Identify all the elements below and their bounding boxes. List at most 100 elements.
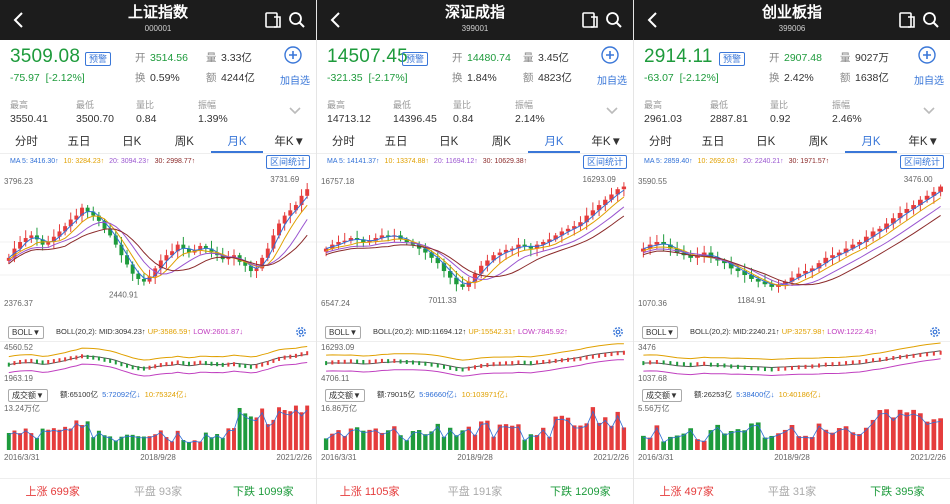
range-stats-button[interactable]: 区间统计 bbox=[265, 155, 310, 169]
range-stats-button[interactable]: 区间统计 bbox=[582, 155, 627, 169]
boll-bar bbox=[109, 358, 112, 363]
volume-chart[interactable]: 16.86万亿 2016/3/31 2018/9/28 2021/2/26 bbox=[317, 402, 633, 462]
boll-chart[interactable]: 3476 1037.68 bbox=[634, 341, 950, 383]
alert-button[interactable]: 预警 bbox=[85, 52, 112, 66]
tab-2[interactable]: 日K bbox=[439, 136, 459, 148]
tab-2[interactable]: 日K bbox=[122, 136, 142, 148]
candle-body bbox=[803, 271, 808, 274]
volume-bar bbox=[29, 433, 34, 450]
add-watchlist-icon[interactable] bbox=[601, 46, 619, 64]
tab-0[interactable]: 分时 bbox=[14, 136, 38, 148]
add-watchlist-label[interactable]: 加自选 bbox=[914, 76, 944, 87]
tab-5[interactable]: 年K▼ bbox=[274, 136, 305, 148]
tab-3[interactable]: 周K bbox=[174, 136, 194, 148]
search-icon[interactable] bbox=[288, 11, 306, 29]
tab-3[interactable]: 周K bbox=[491, 136, 511, 148]
index-code: 000001 bbox=[144, 24, 172, 33]
volume-bar bbox=[590, 407, 596, 450]
volume-bar bbox=[46, 429, 51, 450]
volume-bar bbox=[823, 429, 829, 450]
volume-bar bbox=[164, 437, 169, 450]
candle-body bbox=[102, 220, 107, 229]
chevron-down-icon[interactable] bbox=[288, 106, 302, 116]
volume-bar bbox=[85, 421, 90, 450]
tab-5[interactable]: 年K▼ bbox=[591, 136, 622, 148]
gear-icon[interactable] bbox=[611, 325, 625, 339]
ma-value: 10: 2692.03↑ bbox=[697, 158, 739, 165]
volume-bar bbox=[125, 434, 130, 450]
volume-bar bbox=[63, 426, 68, 450]
alert-button[interactable]: 预警 bbox=[719, 52, 746, 66]
candle-body bbox=[299, 195, 304, 206]
chevron-down-icon[interactable] bbox=[605, 106, 619, 116]
volume-select[interactable]: 成交额▼ bbox=[642, 389, 682, 402]
boll-bar bbox=[736, 364, 739, 369]
add-watchlist-icon[interactable] bbox=[284, 46, 302, 64]
volume-bar bbox=[911, 409, 916, 450]
indicator-select[interactable]: BOLL▼ bbox=[642, 326, 679, 339]
volume-chart[interactable]: 5.56万亿 2016/3/31 2018/9/28 2021/2/26 bbox=[634, 402, 950, 462]
volume-bar bbox=[385, 430, 391, 450]
amount-value: 1638亿 bbox=[855, 72, 889, 84]
tab-4[interactable]: 月K bbox=[527, 132, 581, 153]
add-watchlist-label[interactable]: 加自选 bbox=[597, 76, 627, 87]
search-icon[interactable] bbox=[605, 11, 623, 29]
volume-bar bbox=[186, 441, 191, 450]
tab-2[interactable]: 日K bbox=[756, 136, 776, 148]
indicator-select[interactable]: BOLL▼ bbox=[8, 326, 45, 339]
search-icon[interactable] bbox=[922, 11, 940, 29]
gear-icon[interactable] bbox=[928, 325, 942, 339]
tab-0[interactable]: 分时 bbox=[331, 136, 355, 148]
volume-bar bbox=[769, 435, 775, 450]
candlestick-chart[interactable]: 3796.23 2376.37 3731.69 2440.91 bbox=[0, 170, 316, 318]
boll-band-line bbox=[326, 343, 624, 361]
tab-4[interactable]: 月K bbox=[210, 132, 264, 153]
add-watchlist-label[interactable]: 加自选 bbox=[280, 76, 310, 87]
back-arrow-icon[interactable] bbox=[327, 10, 345, 30]
boll-bar bbox=[7, 362, 10, 367]
tab-1[interactable]: 五日 bbox=[384, 136, 408, 148]
chevron-down-icon[interactable] bbox=[922, 106, 936, 116]
tab-5[interactable]: 年K▼ bbox=[908, 136, 939, 148]
boll-chart[interactable]: 16293.09 4706.11 bbox=[317, 341, 633, 383]
tab-3[interactable]: 周K bbox=[808, 136, 828, 148]
candle-body bbox=[769, 284, 775, 287]
indicator-select[interactable]: BOLL▼ bbox=[325, 326, 362, 339]
candle-body bbox=[136, 273, 141, 279]
candlestick-chart[interactable]: 3590.55 1070.36 3476.00 1184.91 bbox=[634, 170, 950, 318]
document-icon[interactable] bbox=[898, 11, 916, 29]
back-arrow-icon[interactable] bbox=[644, 10, 662, 30]
tab-4[interactable]: 月K bbox=[844, 132, 898, 153]
volume-chart[interactable]: 13.24万亿 2016/3/31 2018/9/28 2021/2/26 bbox=[0, 402, 316, 462]
boll-bar bbox=[289, 354, 292, 359]
boll-chart[interactable]: 4560.52 1963.19 bbox=[0, 341, 316, 383]
ma-line bbox=[325, 206, 625, 281]
add-watchlist-icon[interactable] bbox=[918, 46, 936, 64]
boll-bar bbox=[682, 362, 685, 367]
candle-body bbox=[29, 235, 34, 239]
tab-0[interactable]: 分时 bbox=[648, 136, 672, 148]
boll-values: BOLL(20,2): MID:2240.21↑ UP:3257.98↑ LOW… bbox=[690, 327, 878, 336]
boll-bar bbox=[851, 360, 854, 365]
candle-body bbox=[119, 244, 124, 256]
volume-bar bbox=[708, 430, 714, 450]
back-arrow-icon[interactable] bbox=[10, 10, 28, 30]
candlestick-chart[interactable]: 16757.18 6547.24 16293.09 7011.33 bbox=[317, 170, 633, 318]
volume-select[interactable]: 成交额▼ bbox=[325, 389, 365, 402]
tab-1[interactable]: 五日 bbox=[67, 136, 91, 148]
volume-select[interactable]: 成交额▼ bbox=[8, 389, 48, 402]
gear-icon[interactable] bbox=[294, 325, 308, 339]
range-stats-button[interactable]: 区间统计 bbox=[899, 155, 944, 169]
boll-bar bbox=[838, 361, 841, 366]
volume-bar bbox=[448, 427, 453, 450]
tab-1[interactable]: 五日 bbox=[701, 136, 725, 148]
candle-body bbox=[404, 239, 409, 242]
stat-label: 振幅 bbox=[515, 100, 534, 110]
document-icon[interactable] bbox=[264, 11, 282, 29]
alert-button[interactable]: 预警 bbox=[402, 52, 429, 66]
document-icon[interactable] bbox=[581, 11, 599, 29]
ma-value: 30: 2998.77↑ bbox=[154, 158, 196, 165]
ma-legend: MA 5: 2859.40↑ 10: 2692.03↑ 20: 2240.21↑ 30… bbox=[634, 154, 950, 170]
volume-bar bbox=[237, 407, 242, 450]
candle-body bbox=[23, 238, 28, 242]
